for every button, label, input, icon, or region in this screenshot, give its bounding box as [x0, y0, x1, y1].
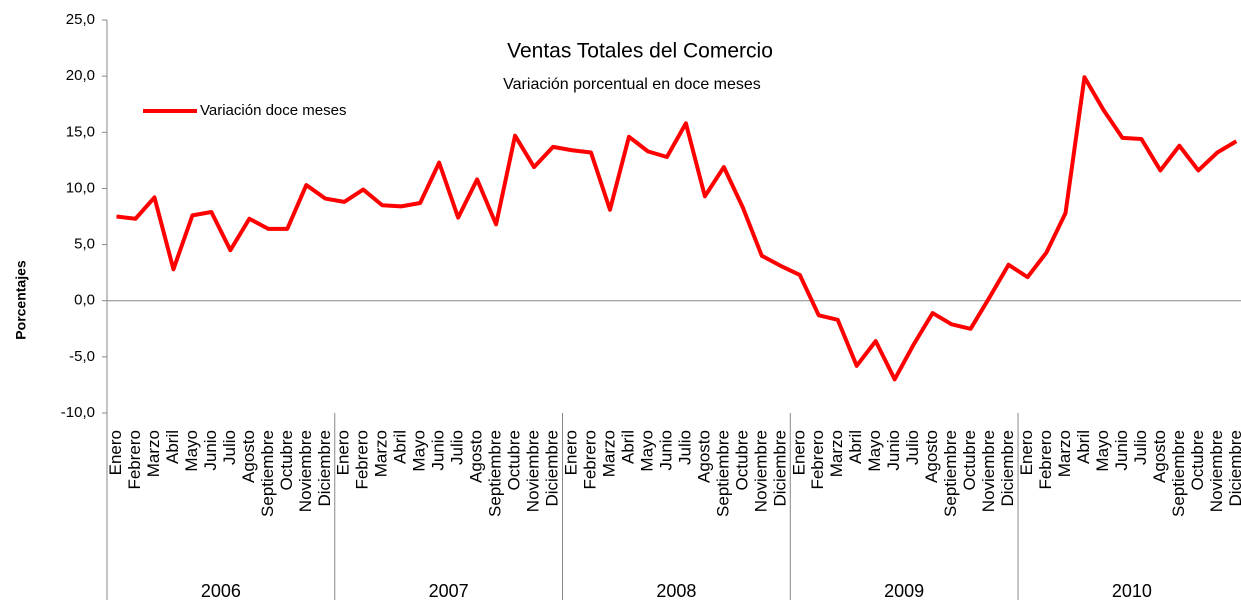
chart-subtitle: Variación porcentual en doce meses: [503, 76, 761, 93]
group-label: 2007: [429, 581, 469, 601]
y-axis-label: Porcentajes: [13, 260, 29, 340]
y-tick-label: -10,0: [61, 404, 95, 421]
x-tick-label: Julio: [1131, 430, 1150, 465]
group-label: 2006: [201, 581, 241, 601]
x-tick-label: Mayo: [865, 430, 884, 472]
x-tick-label: Abril: [618, 430, 637, 464]
x-tick-label: Marzo: [827, 430, 846, 477]
x-tick-label: Julio: [903, 430, 922, 465]
x-tick-label: Septiembre: [941, 430, 960, 517]
x-tick-label: Octubre: [960, 430, 979, 490]
x-tick-label: Mayo: [410, 430, 429, 472]
x-tick-label: Noviembre: [979, 430, 998, 512]
x-tick-label: Abril: [163, 430, 182, 464]
y-tick-label: 20,0: [66, 67, 95, 84]
x-tick-label: Noviembre: [1207, 430, 1226, 512]
x-tick-label: Mayo: [637, 430, 656, 472]
x-tick-label: Agosto: [467, 430, 486, 483]
x-tick-label: Mayo: [182, 430, 201, 472]
y-tick-label: 0,0: [74, 292, 95, 309]
x-tick-label: Abril: [391, 430, 410, 464]
x-tick-label: Diciembre: [315, 430, 334, 507]
group-label: 2010: [1112, 581, 1152, 601]
x-tick-label: Junio: [429, 430, 448, 471]
x-tick-label: Abril: [1074, 430, 1093, 464]
group-label: 2009: [884, 581, 924, 601]
x-tick-label: Noviembre: [296, 430, 315, 512]
x-tick-label: Diciembre: [1226, 430, 1241, 507]
x-tick-label: Enero: [334, 430, 353, 475]
x-tick-label: Octubre: [277, 430, 296, 490]
x-tick-label: Octubre: [732, 430, 751, 490]
x-tick-label: Septiembre: [713, 430, 732, 517]
x-tick-label: Septiembre: [258, 430, 277, 517]
y-tick-label: -5,0: [69, 348, 95, 365]
x-tick-label: Marzo: [144, 430, 163, 477]
x-tick-label: Enero: [561, 430, 580, 475]
x-tick-label: Enero: [789, 430, 808, 475]
x-tick-label: Junio: [884, 430, 903, 471]
x-tick-label: Febrero: [808, 430, 827, 490]
x-tick-label: Julio: [448, 430, 467, 465]
x-tick-label: Marzo: [372, 430, 391, 477]
x-tick-label: Septiembre: [1169, 430, 1188, 517]
x-tick-label: Agosto: [1150, 430, 1169, 483]
x-tick-label: Febrero: [353, 430, 372, 490]
x-tick-label: Octubre: [1188, 430, 1207, 490]
x-tick-label: Diciembre: [543, 430, 562, 507]
y-tick-label: 5,0: [74, 236, 95, 253]
x-tick-label: Julio: [675, 430, 694, 465]
chart-title: Ventas Totales del Comercio: [507, 40, 773, 63]
x-tick-label: Agosto: [239, 430, 258, 483]
x-tick-label: Febrero: [125, 430, 144, 490]
x-tick-label: Junio: [1112, 430, 1131, 471]
x-tick-label: Febrero: [1036, 430, 1055, 490]
x-tick-label: Marzo: [1055, 430, 1074, 477]
x-tick-label: Enero: [106, 430, 125, 475]
x-tick-label: Noviembre: [524, 430, 543, 512]
x-tick-label: Diciembre: [770, 430, 789, 507]
legend-label: Variación doce meses: [200, 102, 346, 119]
x-tick-label: Enero: [1017, 430, 1036, 475]
x-tick-label: Febrero: [580, 430, 599, 490]
x-tick-label: Julio: [220, 430, 239, 465]
group-label: 2008: [656, 581, 696, 601]
x-tick-label: Diciembre: [998, 430, 1017, 507]
x-tick-label: Junio: [201, 430, 220, 471]
x-tick-label: Marzo: [599, 430, 618, 477]
x-tick-label: Mayo: [1093, 430, 1112, 472]
x-tick-label: Noviembre: [751, 430, 770, 512]
x-tick-label: Abril: [846, 430, 865, 464]
x-tick-label: Octubre: [505, 430, 524, 490]
y-tick-label: 10,0: [66, 179, 95, 196]
data-line: [116, 75, 1238, 382]
x-tick-label: Septiembre: [486, 430, 505, 517]
y-tick-label: 25,0: [66, 11, 95, 28]
x-tick-label: Junio: [656, 430, 675, 471]
x-tick-label: Agosto: [694, 430, 713, 483]
y-tick-label: 15,0: [66, 123, 95, 140]
x-tick-label: Agosto: [922, 430, 941, 483]
